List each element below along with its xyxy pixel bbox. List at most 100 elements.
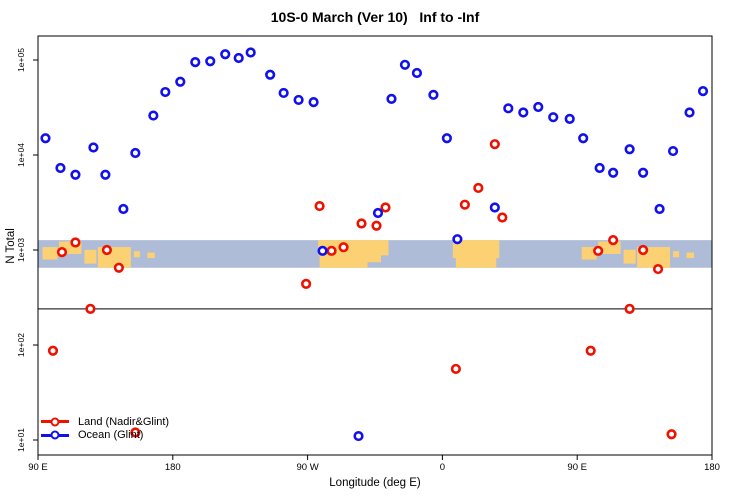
land-data-point [638, 244, 649, 256]
x-tick-label: 90 W [297, 462, 319, 473]
ocean-data-point [55, 162, 66, 174]
ocean-data-point [503, 103, 514, 114]
map-band-land-patch [133, 251, 140, 258]
land-data-point [356, 218, 367, 229]
land-data-point [70, 237, 81, 248]
land-data-point [301, 278, 312, 289]
ocean-data-point [489, 202, 500, 213]
land-data-point [371, 220, 382, 231]
ocean-data-point [40, 133, 51, 144]
ocean-data-point [654, 203, 665, 215]
ocean-data-point [684, 107, 695, 118]
ocean-data-point [205, 56, 216, 67]
land-data-point [652, 263, 664, 275]
ocean-data-point [386, 93, 397, 104]
map-band-land-patch [455, 256, 497, 268]
map-band-land-patch [367, 253, 381, 263]
ocean-data-point [220, 49, 231, 60]
y-tick-label: 1e+01 [16, 428, 26, 452]
land-data-point [666, 429, 677, 440]
map-band-land-patch [147, 252, 155, 259]
x-axis-label: Longitude (deg E) [329, 477, 421, 489]
x-tick-label: 180 [704, 462, 720, 473]
land-data-point [314, 200, 325, 212]
map-band-land-patch [686, 252, 695, 259]
ocean-data-point [278, 87, 289, 99]
land-data-point [338, 242, 349, 253]
map-band-land-patch [452, 240, 500, 259]
x-tick-label: 0 [440, 462, 445, 473]
ocean-data-point [88, 142, 99, 153]
map-band-land-patch [84, 249, 97, 264]
land-data-point [326, 245, 337, 256]
map-band-land-patch [581, 247, 597, 260]
map-band-land-patch [42, 247, 58, 260]
legend-item-ocean: Ocean (Glint) [41, 429, 169, 443]
legend-item-land: Land (Nadir&Glint) [41, 415, 169, 429]
land-data-point [624, 303, 635, 314]
ocean-data-point [624, 144, 635, 155]
land-data-point [450, 363, 461, 375]
ocean-data-point [190, 57, 201, 68]
map-band-land-patch [673, 251, 680, 258]
land-data-point [47, 345, 59, 356]
legend-label-land: Land (Nadir&Glint) [78, 415, 170, 428]
ocean-data-point [148, 110, 159, 121]
ocean-series-swatch-icon [41, 430, 69, 440]
ocean-data-point [372, 207, 384, 219]
ocean-data-point [533, 101, 544, 113]
ocean-data-point [317, 245, 328, 256]
ocean-data-point [265, 69, 276, 80]
ocean-data-point [308, 97, 319, 108]
ocean-data-point [697, 86, 709, 97]
ocean-data-point [118, 203, 129, 215]
ocean-data-point [175, 76, 186, 87]
land-data-point [85, 303, 96, 314]
land-data-point [608, 235, 619, 246]
map-band-land-patch [623, 249, 636, 264]
y-tick-label: 1e+02 [16, 333, 26, 357]
ocean-data-point [667, 145, 679, 157]
ocean-data-point [70, 169, 81, 180]
ocean-data-point [130, 147, 141, 159]
ocean-data-point [100, 169, 111, 180]
ocean-data-point [293, 94, 304, 106]
ocean-data-point [441, 133, 452, 144]
land-data-point [56, 247, 68, 258]
ocean-data-point [564, 113, 575, 124]
ocean-data-point [518, 107, 529, 118]
legend: Land (Nadir&Glint) Ocean (Glint) [41, 415, 169, 442]
ocean-data-point [411, 67, 423, 79]
land-data-point [459, 199, 470, 210]
y-tick-label: 1e+03 [16, 238, 26, 262]
ocean-data-point [233, 52, 244, 64]
ocean-data-point [399, 59, 411, 70]
ocean-data-point [428, 89, 439, 100]
plot-border [37, 35, 713, 456]
ocean-data-point [594, 162, 605, 174]
y-tick-label: 1e+04 [16, 143, 26, 167]
land-series-swatch-icon [41, 417, 69, 427]
land-data-point [473, 182, 484, 194]
legend-label-ocean: Ocean (Glint) [78, 429, 144, 442]
x-tick-label: 90 E [567, 462, 587, 473]
x-tick-label: 90 E [28, 462, 48, 473]
y-tick-label: 1e+05 [16, 48, 26, 72]
land-data-point [585, 345, 596, 356]
land-data-point [101, 244, 112, 256]
ocean-data-point [160, 86, 171, 98]
land-data-point [497, 212, 508, 223]
chart-title: 10S-0 March (Ver 10) Inf to -Inf [270, 9, 480, 25]
land-data-point [113, 262, 124, 273]
ocean-data-point [452, 234, 463, 245]
y-axis-label: N Total [5, 228, 17, 264]
ocean-data-point [638, 167, 649, 178]
land-data-point [380, 202, 391, 213]
land-data-point [593, 245, 604, 256]
ocean-data-point [578, 133, 589, 144]
ocean-data-point [548, 112, 559, 123]
x-tick-label: 180 [165, 462, 181, 473]
land-data-point [489, 139, 500, 150]
